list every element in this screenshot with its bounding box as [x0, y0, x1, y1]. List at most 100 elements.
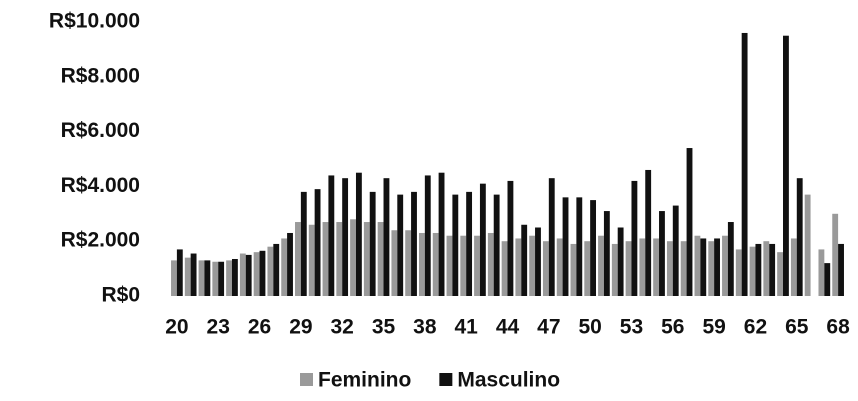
legend-swatch [439, 373, 453, 386]
x-tick-label: 68 [826, 316, 850, 339]
bar [727, 222, 734, 296]
bar [383, 178, 390, 296]
bar [686, 148, 693, 296]
x-tick-label: 41 [454, 316, 478, 339]
x-tick-label: 50 [578, 316, 601, 339]
bar [818, 249, 825, 296]
bar [253, 252, 260, 296]
x-tick-label: 59 [702, 316, 725, 339]
bar [259, 250, 266, 296]
bar [570, 243, 577, 296]
bar [350, 219, 356, 296]
bar [474, 235, 480, 296]
legend-swatch [300, 373, 313, 386]
bar [267, 246, 274, 296]
bar [501, 241, 508, 296]
y-tick-label: R$4.000 [61, 174, 140, 197]
bar [424, 175, 431, 296]
bar [432, 232, 439, 296]
bar [535, 227, 541, 296]
bar [755, 243, 762, 296]
bar [336, 222, 343, 296]
bar [598, 235, 604, 296]
bar [479, 183, 486, 296]
bar [804, 194, 811, 296]
bar [460, 235, 467, 296]
bar [355, 172, 362, 296]
bar [611, 243, 618, 296]
bar [548, 178, 555, 296]
x-tick-label: 65 [785, 316, 809, 339]
bar [198, 260, 205, 296]
bar [824, 263, 831, 296]
bar [542, 241, 549, 296]
bar [342, 178, 349, 296]
x-tick-label: 56 [661, 316, 684, 339]
bar [631, 180, 638, 296]
bar [507, 180, 514, 296]
bar [487, 232, 494, 296]
bar [287, 232, 293, 296]
bar [700, 238, 707, 296]
x-tick-label: 20 [165, 316, 188, 339]
bar [529, 235, 536, 296]
y-tick-label: R$2.000 [61, 229, 140, 252]
bar [171, 260, 177, 296]
bar [645, 169, 652, 296]
bar [239, 253, 246, 296]
bar [218, 261, 225, 296]
x-tick-label: 32 [331, 316, 354, 339]
bar [363, 222, 370, 296]
bar [212, 261, 219, 296]
bar [659, 211, 665, 296]
y-tick-label: R$6.000 [61, 119, 140, 142]
bar [790, 238, 797, 296]
bar [832, 213, 839, 296]
bar [245, 254, 252, 296]
bar [300, 191, 307, 296]
bar [515, 238, 522, 296]
x-tick-label: 23 [207, 316, 230, 339]
bar [418, 232, 425, 296]
legend-label: Feminino [318, 369, 411, 392]
bar [796, 178, 803, 296]
bar [273, 243, 280, 296]
bar [190, 253, 197, 296]
bar [369, 191, 376, 296]
bar [838, 243, 844, 296]
bar [708, 241, 715, 296]
bar [590, 200, 597, 296]
bar [763, 241, 770, 296]
x-tick-label: 53 [620, 316, 643, 339]
bar [226, 260, 232, 296]
bar [556, 238, 563, 296]
y-tick-label: R$8.000 [61, 64, 140, 87]
x-tick-label: 29 [289, 316, 312, 339]
legend-label: Masculino [457, 369, 560, 392]
bar [308, 224, 315, 296]
bar [584, 241, 591, 296]
bar [666, 241, 673, 296]
bar [377, 222, 384, 296]
bar [653, 238, 660, 296]
bar [322, 222, 329, 296]
bar [521, 224, 528, 296]
bar [493, 194, 500, 296]
bar [397, 194, 404, 296]
x-tick-label: 35 [372, 316, 396, 339]
bar [735, 249, 742, 296]
bar [603, 211, 610, 296]
bar [783, 35, 789, 296]
bar [314, 189, 321, 296]
bar [295, 222, 301, 296]
x-tick-label: 47 [537, 316, 560, 339]
bar [204, 260, 211, 296]
bar [680, 241, 687, 296]
bar [777, 252, 784, 296]
bar [281, 238, 288, 296]
x-tick-label: 26 [248, 316, 271, 339]
bar [391, 230, 398, 296]
bar [714, 238, 720, 296]
x-tick-label: 62 [744, 316, 767, 339]
